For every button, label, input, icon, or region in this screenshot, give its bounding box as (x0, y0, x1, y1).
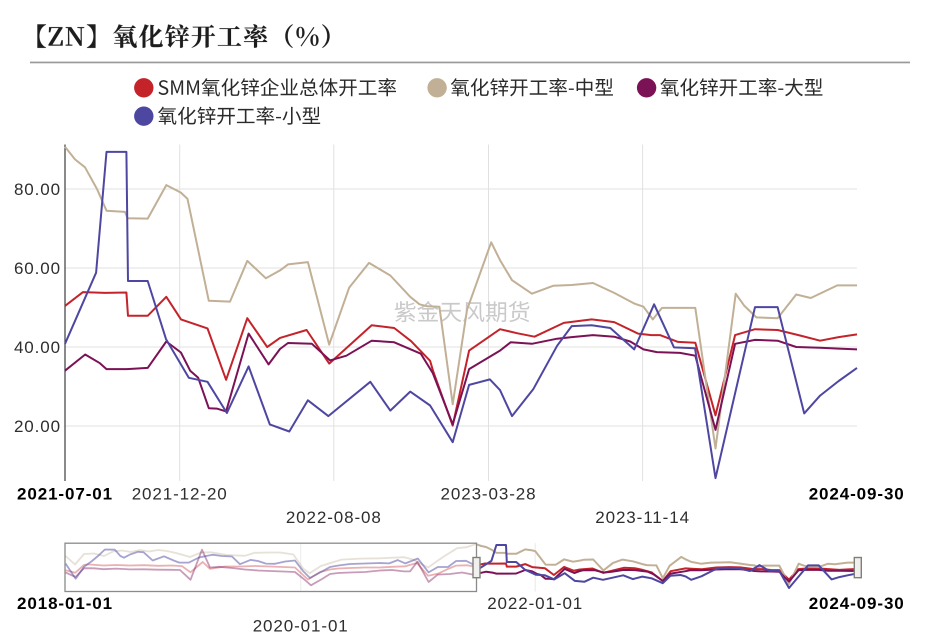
svg-text:2022-01-01: 2022-01-01 (487, 594, 583, 613)
svg-text:2022-08-08: 2022-08-08 (286, 508, 382, 527)
svg-text:40.00: 40.00 (14, 338, 61, 357)
svg-text:2021-07-01: 2021-07-01 (17, 485, 113, 504)
svg-text:2020-01-01: 2020-01-01 (253, 617, 349, 636)
svg-text:80.00: 80.00 (14, 180, 61, 199)
svg-text:2023-11-14: 2023-11-14 (595, 508, 690, 527)
svg-text:2023-03-28: 2023-03-28 (441, 485, 537, 504)
svg-text:2018-01-01: 2018-01-01 (17, 594, 113, 613)
svg-text:20.00: 20.00 (14, 417, 61, 436)
svg-text:2024-09-30: 2024-09-30 (809, 594, 905, 613)
svg-text:60.00: 60.00 (14, 259, 61, 278)
svg-text:2021-12-20: 2021-12-20 (132, 485, 228, 504)
svg-text:2024-09-30: 2024-09-30 (809, 485, 905, 504)
